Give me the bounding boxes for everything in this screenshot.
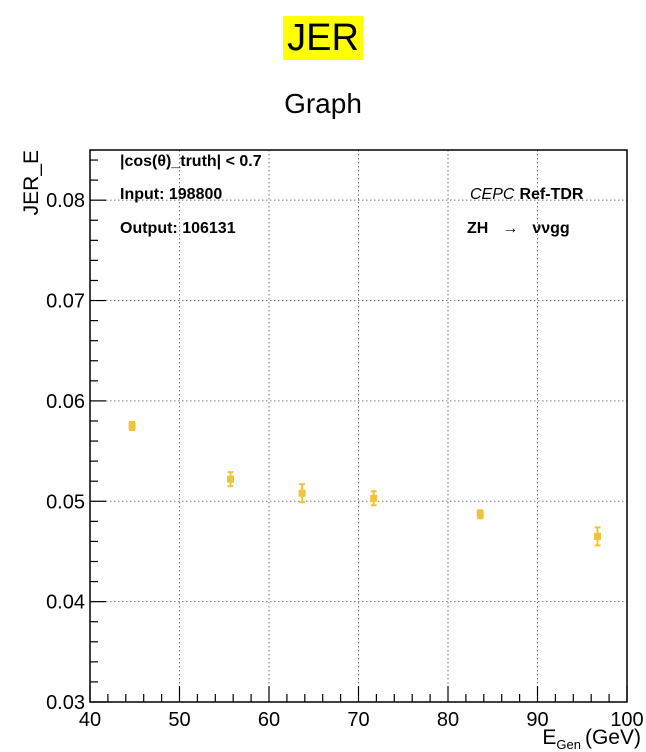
jer-label: JER: [283, 16, 363, 60]
y-tick-label: 0.04: [46, 592, 85, 614]
annotation-output: Output: 106131: [120, 220, 236, 237]
data-marker: [298, 489, 306, 497]
x-axis-label-unit: (GeV): [585, 726, 641, 749]
x-axis-label: EGen (GeV): [542, 726, 641, 752]
y-tick-label: 0.05: [46, 491, 85, 513]
data-marker: [476, 510, 484, 518]
data-point: [476, 509, 484, 520]
data-marker: [128, 422, 136, 430]
x-tick-label: 50: [168, 709, 190, 731]
y-tick-label: 0.06: [46, 391, 85, 413]
x-tick-label: 60: [258, 709, 280, 731]
data-point: [298, 483, 306, 504]
x-tick-label: 40: [79, 709, 101, 731]
x-axis-label-main: E: [542, 726, 556, 749]
annotation-ref-tdr: Ref-TDR: [519, 186, 583, 203]
annotation-process: ZH → ννgg: [467, 220, 570, 237]
annotation-process-right: ννgg: [532, 220, 569, 237]
y-tick-label: 0.08: [46, 190, 85, 212]
annotation-input: Input: 198800: [120, 186, 222, 203]
data-marker: [593, 532, 601, 540]
tick-labels-layer: 40 50 60 70 80 90 100 0.03 0.04 0.05 0.06 0.07 0.08: [46, 190, 644, 731]
data-marker: [227, 475, 235, 483]
y-tick-label: 0.07: [46, 291, 85, 313]
y-tick-label: 0.03: [46, 692, 85, 714]
chart-header: JER: [0, 16, 646, 60]
annotation-experiment: CEPC Ref-TDR: [470, 186, 584, 203]
points-layer: [128, 420, 601, 547]
x-tick-label: 90: [526, 709, 548, 731]
data-marker: [370, 494, 378, 502]
data-point: [370, 490, 378, 507]
x-tick-label: 80: [437, 709, 459, 731]
x-tick-label: 70: [347, 709, 369, 731]
annotation-experiment-name: CEPC: [470, 186, 515, 203]
chart-title: Graph: [284, 88, 362, 119]
data-point: [128, 420, 136, 432]
data-point: [227, 471, 235, 488]
y-axis-label: JER_E: [20, 150, 43, 215]
x-axis-label-subscript: Gen: [556, 737, 581, 752]
annotation-process-left: ZH: [467, 220, 488, 237]
x-tick-label: 100: [610, 709, 643, 731]
annotation-process-arrow: →: [502, 220, 518, 237]
data-point: [593, 526, 601, 547]
ticks-layer: [89, 159, 628, 703]
annotation-cut: |cos(θ)_truth| < 0.7: [120, 153, 262, 170]
